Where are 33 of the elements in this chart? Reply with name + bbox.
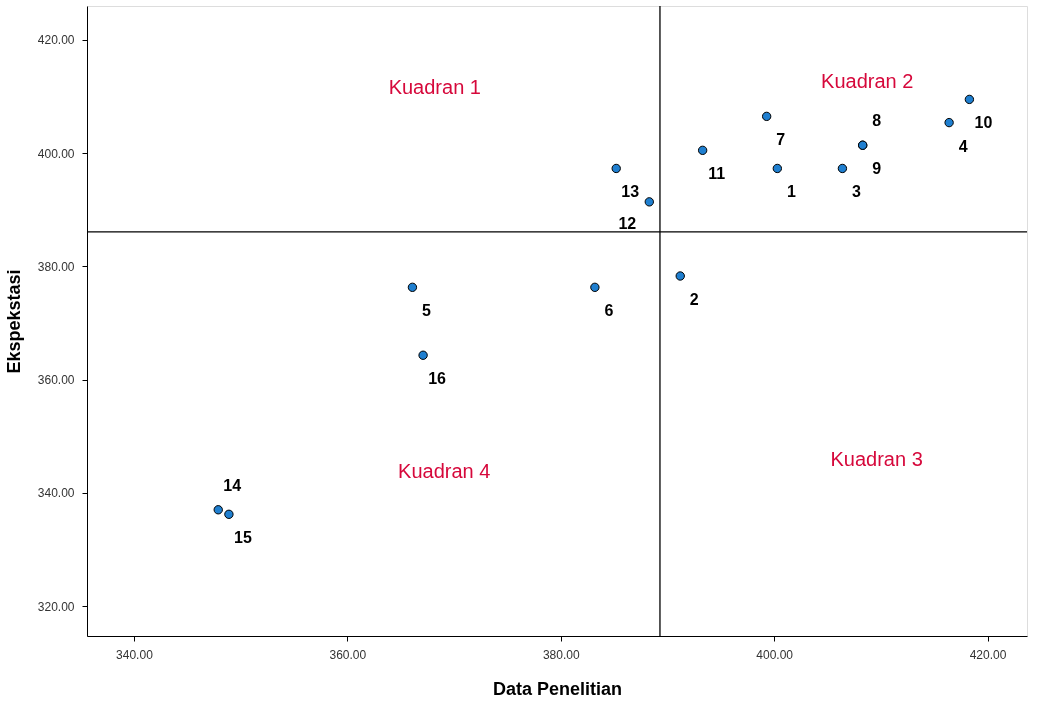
y-tick-label: 380.00: [37, 259, 75, 274]
text: 12: [618, 214, 637, 232]
text: 4: [958, 137, 968, 155]
x-tick-label: 360.00: [329, 647, 367, 662]
annotation: Kuadran 2: [821, 69, 914, 92]
text: 8: [872, 112, 882, 130]
text: 7: [776, 131, 786, 149]
annotation: Kuadran 3: [830, 447, 923, 470]
x-tick-label: 420.00: [969, 647, 1007, 662]
text: 13: [621, 183, 640, 201]
y-axis-title: Ekspekstasi: [3, 269, 24, 374]
text: 3: [851, 183, 861, 201]
x-tick-label: 400.00: [756, 647, 794, 662]
annotation: Kuadran 4: [398, 460, 491, 483]
text: 14: [223, 476, 242, 494]
text: 9: [872, 160, 882, 178]
text: 6: [604, 302, 614, 320]
text: 11: [708, 165, 726, 183]
text: 5: [421, 302, 431, 320]
y-tick-label: 360.00: [37, 373, 75, 388]
text: 1: [786, 183, 796, 201]
annotation: Kuadran 1: [388, 75, 481, 98]
text: 16: [428, 370, 446, 388]
text: 2: [689, 291, 699, 308]
y-tick-label: 420.00: [37, 33, 75, 48]
text: 15: [234, 529, 252, 547]
x-tick-label: 340.00: [116, 647, 154, 662]
text: 10: [974, 114, 993, 132]
x-tick-label: 380.00: [542, 647, 580, 662]
y-tick-label: 340.00: [37, 486, 75, 501]
y-tick-label: 400.00: [37, 146, 75, 161]
x-axis-title: Data Penelitian: [492, 678, 623, 699]
y-tick-label: 320.00: [37, 599, 75, 614]
